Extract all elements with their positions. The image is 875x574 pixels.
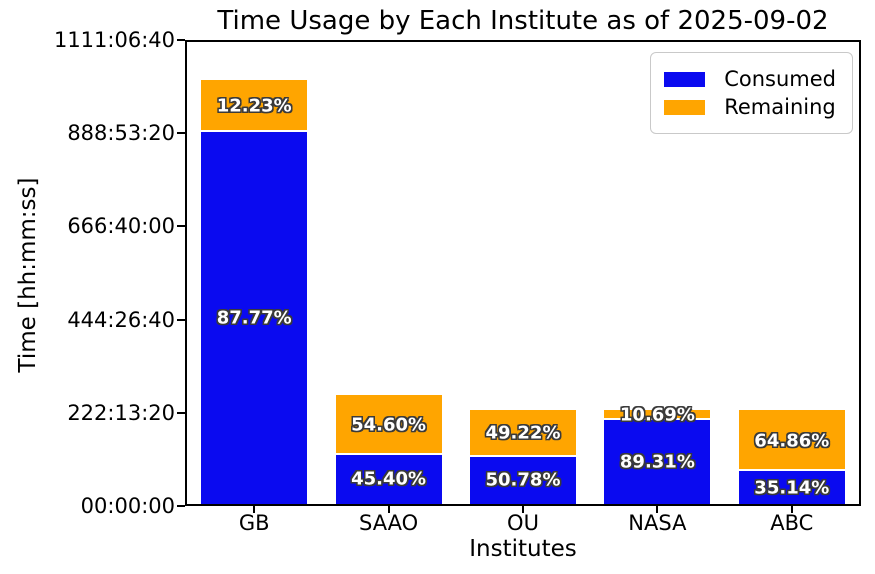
bar-segment-remaining-saao xyxy=(335,395,442,455)
remaining-pct-label-abc: 64.86% xyxy=(754,430,830,452)
chart-title: Time Usage by Each Institute as of 2025-… xyxy=(217,6,829,36)
consumed-pct-label-nasa: 89.31% xyxy=(619,451,695,473)
y-axis-label: Time [hh:mm:ss] xyxy=(15,177,41,373)
y-tick-mark xyxy=(177,39,185,41)
x-tick-mark xyxy=(790,506,793,513)
y-tick-label: 888:53:20 xyxy=(67,121,175,146)
remaining-pct-label-saao: 54.60% xyxy=(351,414,427,436)
x-tick-mark xyxy=(656,506,659,513)
y-tick-mark xyxy=(177,132,185,135)
y-tick-label: 1111:06:40 xyxy=(53,28,175,52)
consumed-pct-label-saao: 45.40% xyxy=(351,468,427,490)
legend-item-remaining: Remaining xyxy=(664,95,836,119)
legend: Consumed Remaining xyxy=(650,52,853,134)
x-tick-mark xyxy=(253,506,256,513)
y-tick-mark xyxy=(177,225,185,228)
remaining-color-swatch xyxy=(664,99,706,115)
bars-container: 87.77% 12.23% 45.40% 54.60% 50.78% 49.22% 89.3… xyxy=(187,42,859,504)
y-tick-mark xyxy=(177,318,185,321)
legend-label-remaining: Remaining xyxy=(724,95,836,119)
legend-label-consumed: Consumed xyxy=(724,67,836,91)
y-tick-label: 222:13:20 xyxy=(67,400,175,425)
legend-item-consumed: Consumed xyxy=(664,67,836,91)
plot-area: 87.77% 12.23% 45.40% 54.60% 50.78% 49.22% 89.3… xyxy=(185,40,861,506)
x-tick-mark xyxy=(387,506,390,513)
remaining-pct-label-nasa: 10.69% xyxy=(619,404,695,426)
remaining-pct-label-ou: 49.22% xyxy=(485,422,561,444)
y-tick-mark xyxy=(177,411,185,414)
consumed-pct-label-abc: 35.14% xyxy=(754,477,830,499)
y-tick-label: 444:26:40 xyxy=(67,307,175,332)
bar-segment-remaining-nasa xyxy=(604,410,711,421)
consumed-pct-label-gb: 87.77% xyxy=(216,307,292,329)
x-tick-label-gb: GB xyxy=(238,511,270,535)
remaining-pct-label-gb: 12.23% xyxy=(216,95,292,117)
bar-segment-consumed-ou xyxy=(470,456,576,504)
y-tick-label: 00:00:00 xyxy=(80,494,175,518)
bar-segment-remaining-abc xyxy=(738,410,845,472)
consumed-color-swatch xyxy=(664,71,706,87)
x-tick-label-nasa: NASA xyxy=(628,511,687,535)
bar-segment-remaining-gb xyxy=(201,79,308,132)
x-axis-label: Institutes xyxy=(469,536,577,562)
bar-segment-consumed-gb xyxy=(201,131,308,504)
x-tick-label-ou: OU xyxy=(507,511,539,535)
y-tick-mark xyxy=(177,505,185,507)
bar-segment-consumed-saao xyxy=(335,454,442,504)
consumed-pct-label-ou: 50.78% xyxy=(485,469,561,491)
bar-segment-remaining-ou xyxy=(470,410,576,457)
bar-segment-consumed-nasa xyxy=(604,420,711,504)
x-tick-label-saao: SAAO xyxy=(358,511,419,535)
y-tick-label: 666:40:00 xyxy=(67,214,175,239)
x-tick-label-abc: ABC xyxy=(770,511,814,535)
x-tick-mark xyxy=(522,506,524,513)
bar-segment-consumed-abc xyxy=(738,471,845,504)
